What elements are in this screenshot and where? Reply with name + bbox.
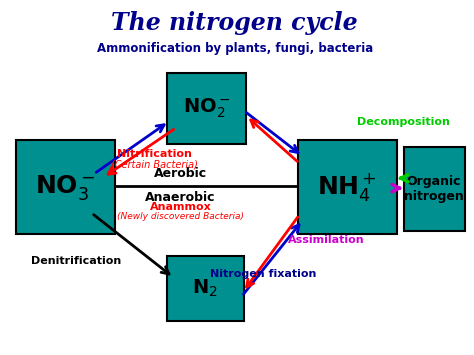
Text: NO$_2^-$: NO$_2^-$ bbox=[182, 97, 230, 120]
Text: Nitrification: Nitrification bbox=[118, 149, 192, 159]
Text: Denitrification: Denitrification bbox=[30, 256, 121, 266]
Text: Assimilation: Assimilation bbox=[288, 235, 365, 245]
Text: Anammox: Anammox bbox=[150, 202, 211, 212]
Text: Ammonification by plants, fungi, bacteria: Ammonification by plants, fungi, bacteri… bbox=[97, 43, 373, 55]
FancyBboxPatch shape bbox=[298, 140, 397, 234]
Text: N$_2$: N$_2$ bbox=[192, 278, 218, 299]
Text: Organic
nitrogen: Organic nitrogen bbox=[404, 175, 464, 203]
Text: NH$_4^+$: NH$_4^+$ bbox=[318, 171, 377, 203]
Text: (Newly discovered Bacteria): (Newly discovered Bacteria) bbox=[117, 212, 244, 221]
FancyBboxPatch shape bbox=[403, 147, 465, 231]
Text: Decomposition: Decomposition bbox=[356, 118, 449, 127]
Text: (Certain Bacteria): (Certain Bacteria) bbox=[111, 159, 198, 169]
Text: NO$_3^-$: NO$_3^-$ bbox=[36, 173, 96, 202]
FancyBboxPatch shape bbox=[166, 73, 246, 144]
Text: Nitrogen fixation: Nitrogen fixation bbox=[210, 269, 316, 279]
FancyBboxPatch shape bbox=[166, 256, 244, 321]
Text: The nitrogen cycle: The nitrogen cycle bbox=[111, 11, 358, 35]
Text: Aerobic: Aerobic bbox=[154, 168, 207, 180]
FancyBboxPatch shape bbox=[17, 140, 115, 234]
Text: Anaerobic: Anaerobic bbox=[146, 191, 216, 203]
